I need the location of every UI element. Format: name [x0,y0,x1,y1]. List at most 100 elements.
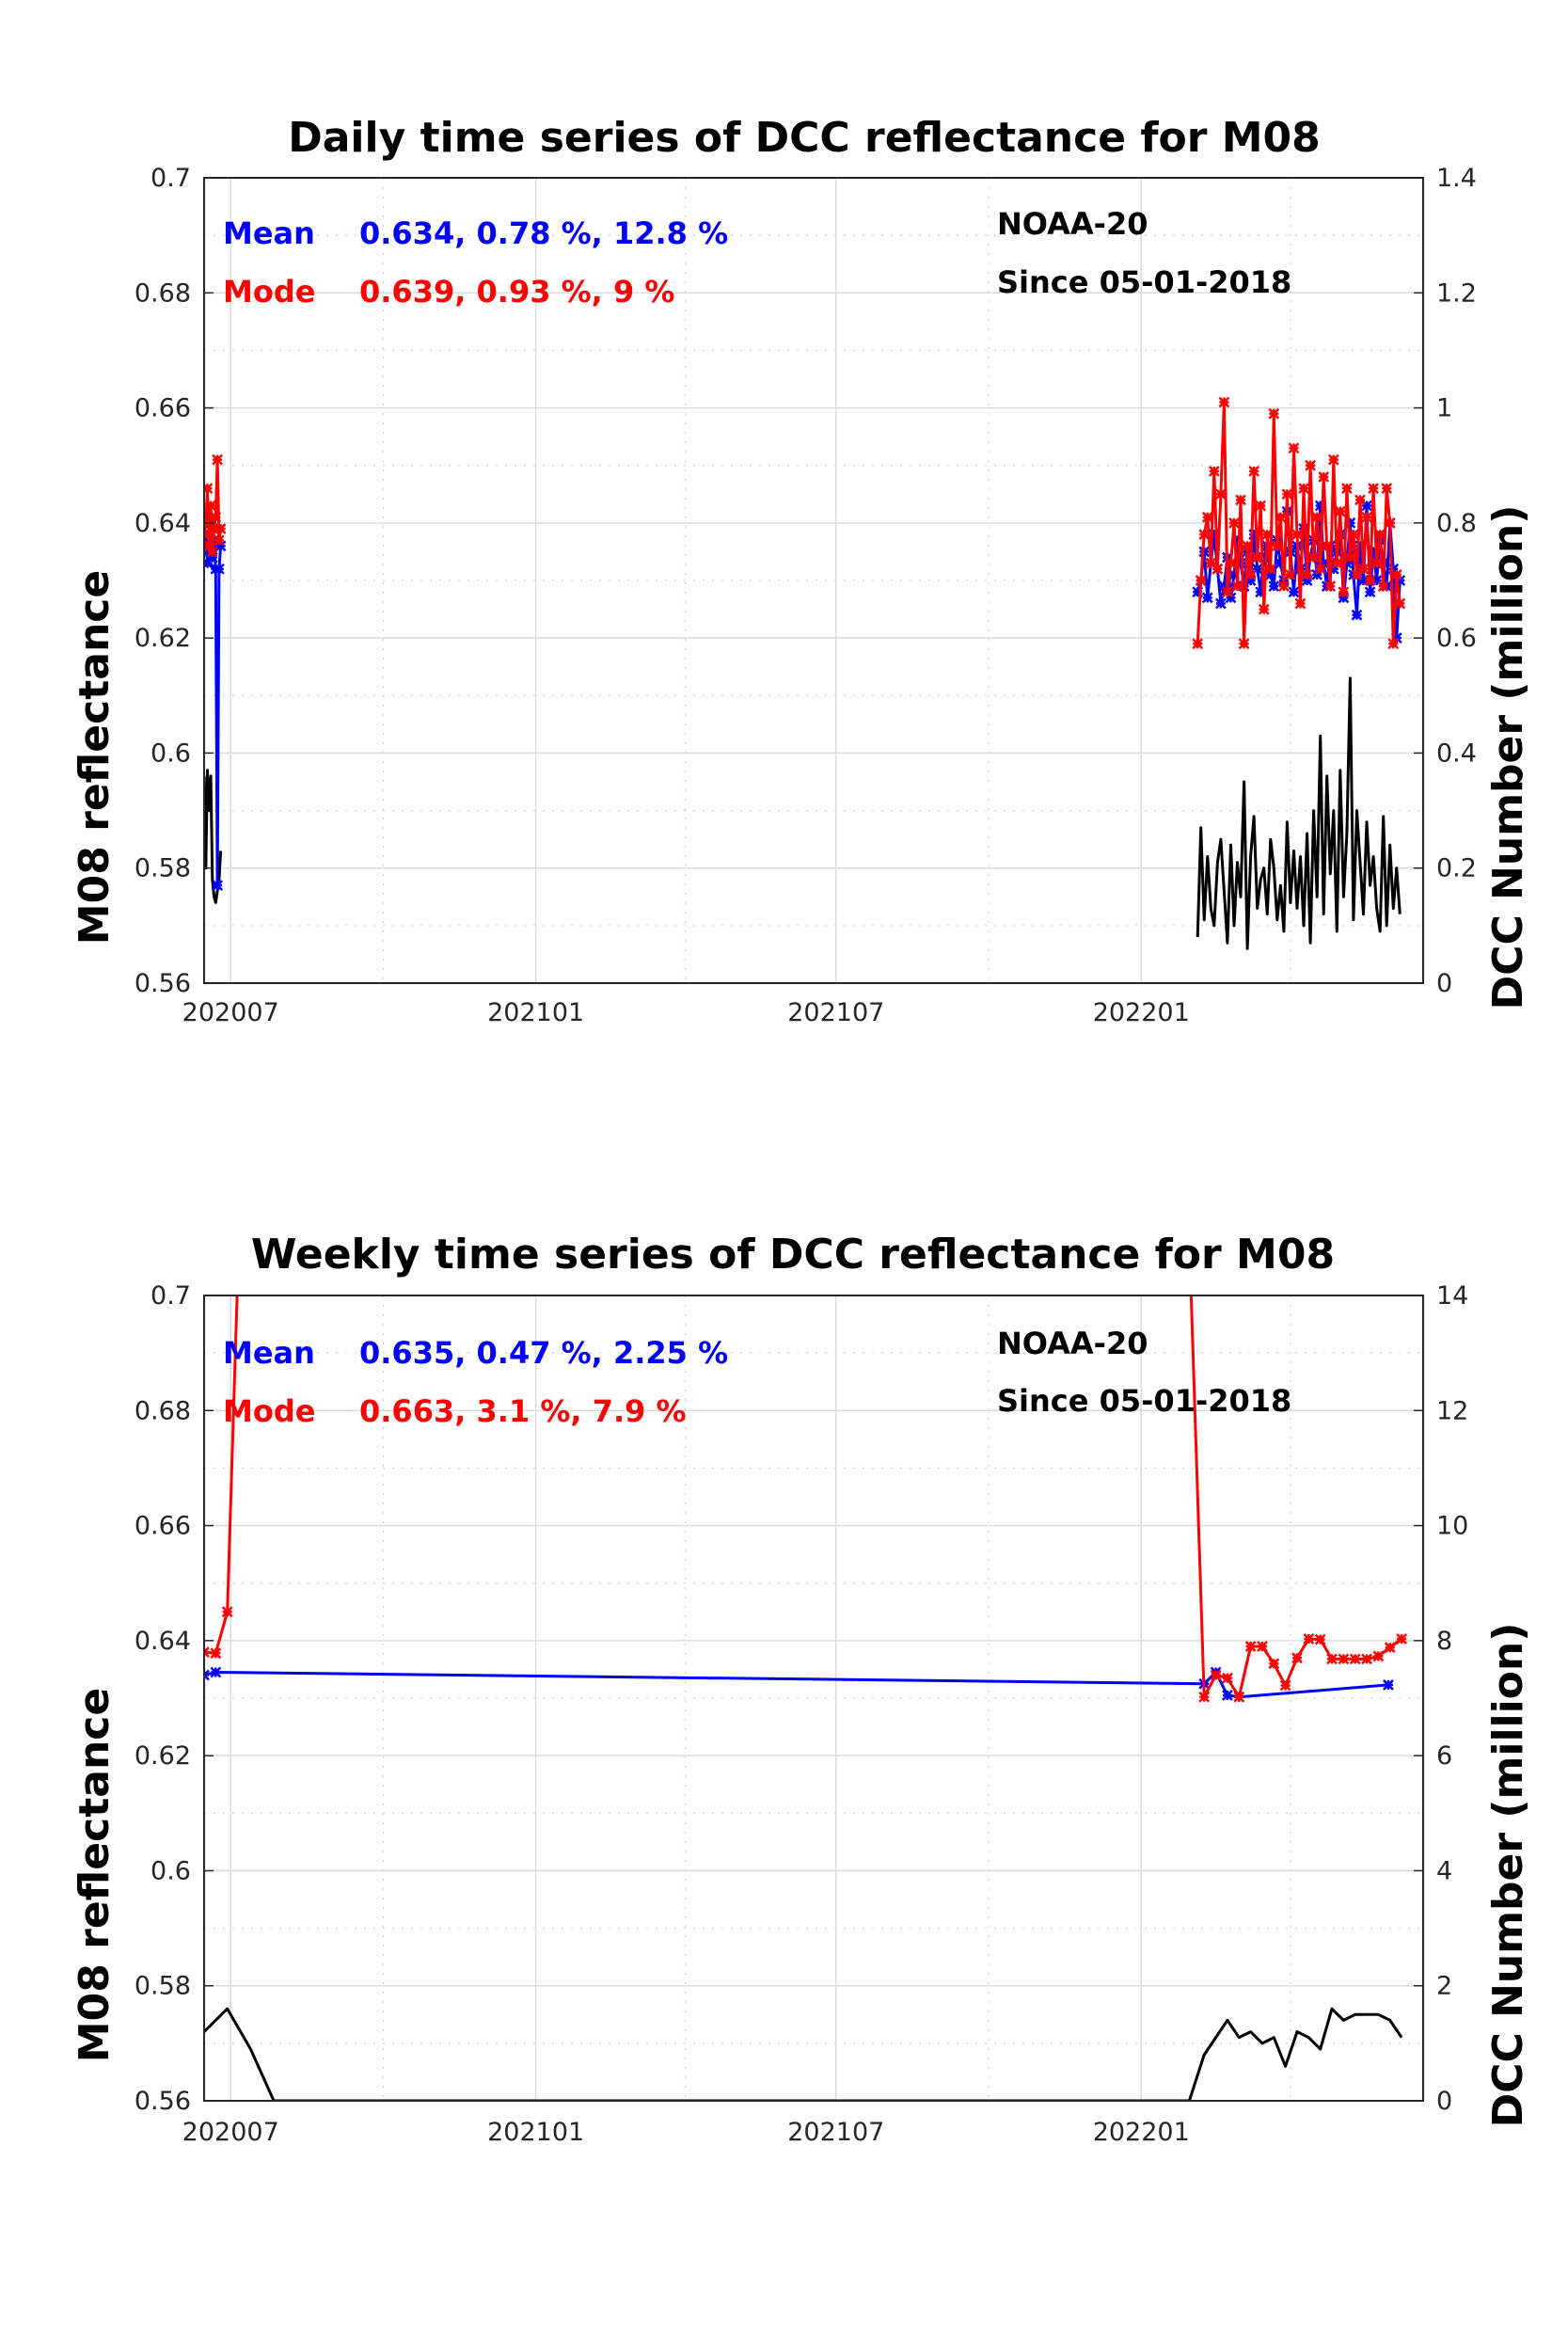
y2-tick-label: 12 [1436,1396,1468,1425]
mode-point [1372,1650,1385,1662]
mode-point [1261,529,1274,540]
mode-point [1288,442,1300,454]
mode-point [1214,488,1227,501]
mean-point [1351,609,1363,621]
x-tick-label: 202007 [182,2118,279,2147]
y-tick-label: 0.68 [135,278,191,308]
mean-point [1251,563,1263,575]
mode-point [1231,580,1243,592]
mode-point [206,546,218,558]
mean-label: Mean [223,215,315,251]
mode-point [1271,540,1283,552]
mode-point [1258,603,1270,615]
y2-tick-label: 0 [1436,969,1452,998]
mode-point [1307,551,1320,564]
mean-point [1248,529,1260,540]
chart-title: Weekly time series of DCC reflectance fo… [251,1231,1335,1279]
x-tick-label: 202107 [787,998,884,1027]
y-tick-label: 0.62 [135,1741,191,1771]
mode-point [1381,483,1393,495]
y-tick-label: 0.64 [135,509,191,538]
mean-point [1390,632,1402,644]
y-tick-label: 0.66 [135,1512,191,1541]
mode-point [1377,580,1389,592]
mode-point [1228,516,1240,529]
y-tick-label: 0.56 [135,2087,191,2116]
daily-chart: Daily time series of DCC reflectance for… [71,114,1532,1027]
y2-tick-label: 10 [1436,1512,1468,1541]
mode-point [1279,1679,1291,1692]
mode-point [212,453,223,466]
mean-point [1255,586,1267,598]
x-tick-label: 202101 [487,998,584,1027]
x-tick-label: 202201 [1093,2118,1190,2147]
mean-point [1368,546,1379,558]
mean-point [214,540,227,552]
mean-point [1383,1679,1394,1691]
y-tick-label: 0.6 [150,739,191,768]
mode-point [1361,1653,1372,1665]
mode-point [1334,505,1346,517]
mean-point [1231,534,1243,547]
mode-point [1212,563,1224,575]
mode-point [1298,483,1309,495]
mean-point [212,880,223,891]
mean-point [1268,580,1280,592]
mean-point [1394,575,1406,586]
series [204,396,1406,950]
y2-tick-label: 0.2 [1436,854,1477,883]
since-label: Since 05-01-2018 [997,1383,1291,1419]
mode-point [1368,483,1379,495]
mode-point [1357,563,1370,575]
mean-point [1318,557,1330,569]
y-tick-label: 0.56 [135,969,191,998]
mode-point [1264,563,1276,575]
y2-tick-label: 0.8 [1436,509,1477,538]
mode-point [1384,516,1396,529]
mean-point [1341,557,1353,569]
mode-point [1390,569,1402,580]
mode-point [214,523,227,534]
mode-point [1251,551,1263,564]
ticks: 202007 202101 202107 202201 0.56 0.58 0.6 0.62 0… [135,164,1477,1027]
mode-point [1364,575,1376,586]
mean-point [1258,551,1270,564]
mode-point [1305,459,1316,471]
mode-point [1291,529,1303,540]
mode-point [1314,563,1326,575]
mode-point [1338,1653,1350,1665]
y2-tick-label: 1 [1436,394,1452,423]
y-tick-label: 0.6 [150,1856,191,1885]
dcc-number-series-line [204,2007,1403,2101]
mean-point [1301,575,1313,586]
mode-point [1222,586,1233,598]
y2-tick-label: 8 [1436,1627,1452,1656]
satellite-label: NOAA-20 [997,206,1148,242]
mean-point [1228,569,1240,580]
mode-point [210,1647,222,1660]
dcc-number-series-line [1196,676,1402,950]
mode-point [1278,580,1290,592]
mean-point [1275,557,1287,569]
mode-point [1225,557,1237,569]
mode-point [1210,1669,1222,1681]
mean-point [206,551,218,564]
y-tick-label: 0.7 [150,1281,191,1311]
mode-point [1281,488,1293,501]
mode-point [1318,471,1330,483]
mode-point [1338,586,1350,598]
mean-point [1314,500,1326,512]
y2-tick-label: 0.4 [1436,739,1477,768]
mode-point [1396,1633,1407,1645]
mode-point [1344,551,1356,564]
y-tick-label: 0.66 [135,394,191,423]
mode-point [204,483,214,495]
mean-point [204,557,214,569]
mode-point [1218,396,1230,408]
x-tick-label: 202007 [182,998,279,1027]
mode-point [221,1606,233,1618]
weekly-chart: Weekly time series of DCC reflectance fo… [71,1231,1532,2147]
y-tick-label: 0.58 [135,1972,191,2001]
mean-point [1244,575,1257,586]
mode-point [205,500,216,512]
